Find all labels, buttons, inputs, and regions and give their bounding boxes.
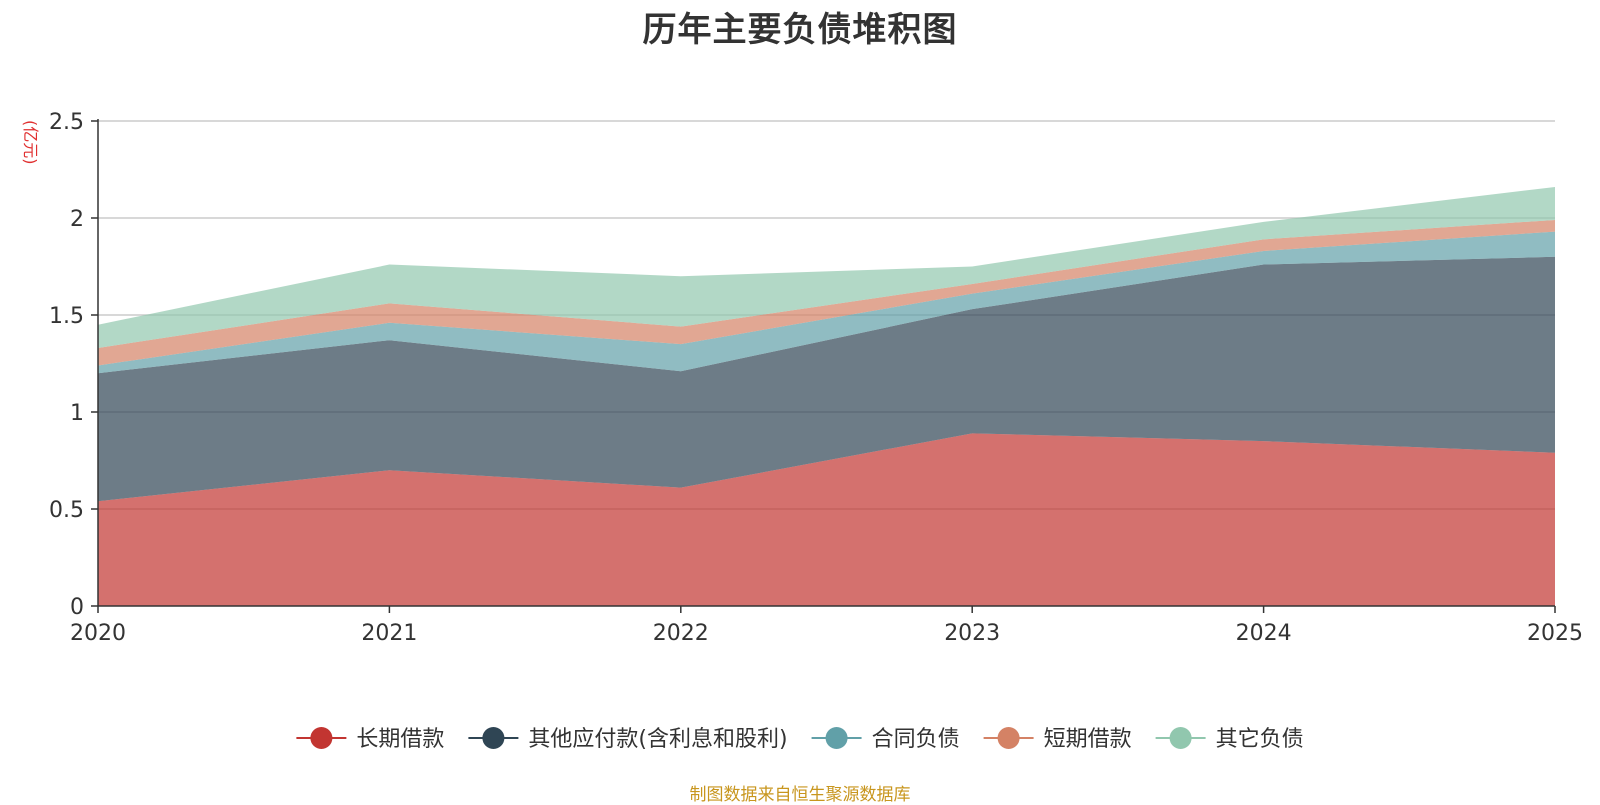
legend-marker-3 xyxy=(997,727,1020,749)
axes: 0 0.5 1 1.5 2 2.5 2020 2021 2022 2023 2024 2025 xyxy=(49,110,1583,646)
legend-item-3[interactable]: 短期借款 xyxy=(983,727,1132,752)
y-tick-label-1: 0.5 xyxy=(49,498,84,523)
area-series-group xyxy=(98,186,1555,606)
area-series-0 xyxy=(98,433,1555,606)
legend-item-1[interactable]: 其他应付款(含利息和股利) xyxy=(468,727,788,752)
legend-label-4: 其它负债 xyxy=(1216,727,1304,752)
area-series-4 xyxy=(98,186,1555,348)
y-tick-label-0: 0 xyxy=(70,595,84,620)
y-tick-label-3: 1.5 xyxy=(49,304,84,329)
area-series-1 xyxy=(98,256,1555,502)
x-tick-label-5: 2025 xyxy=(1527,621,1583,646)
legend-label-0: 长期借款 xyxy=(356,727,444,752)
legend-label-1: 其他应付款(含利息和股利) xyxy=(528,727,787,752)
x-tick-label-2: 2022 xyxy=(653,621,709,646)
legend-marker-2 xyxy=(825,727,848,749)
legend-marker-1 xyxy=(482,727,505,749)
legend-item-0[interactable]: 长期借款 xyxy=(296,727,444,752)
legend-label-3: 短期借款 xyxy=(1044,727,1132,752)
x-tick-label-1: 2021 xyxy=(361,621,417,646)
x-tick-label-4: 2024 xyxy=(1236,621,1292,646)
x-tick-label-0: 2020 xyxy=(70,621,126,646)
y-tick-label-4: 2 xyxy=(70,207,84,232)
area-series-3 xyxy=(98,219,1555,366)
legend-marker-4 xyxy=(1169,727,1192,749)
chart-title: 历年主要负债堆积图 xyxy=(642,10,958,50)
legend[interactable]: 长期借款 其他应付款(含利息和股利) 合同负债 短期借款 其它负债 xyxy=(296,727,1304,752)
legend-label-2: 合同负债 xyxy=(872,727,960,752)
x-tick-label-3: 2023 xyxy=(944,621,1000,646)
y-tick-label-5: 2.5 xyxy=(49,110,84,135)
data-source-note: 制图数据来自恒生聚源数据库 xyxy=(689,785,911,805)
legend-item-2[interactable]: 合同负债 xyxy=(811,727,960,752)
legend-item-4[interactable]: 其它负债 xyxy=(1155,727,1304,752)
legend-marker-0 xyxy=(310,727,333,749)
area-series-2 xyxy=(98,231,1555,374)
y-tick-label-2: 1 xyxy=(70,401,84,426)
